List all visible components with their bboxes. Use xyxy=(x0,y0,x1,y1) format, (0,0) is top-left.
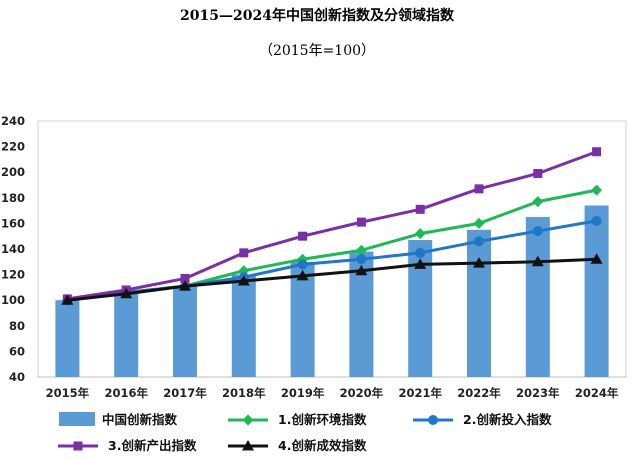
series-line xyxy=(67,257,597,302)
legend-item: 1.创新环境指数 xyxy=(228,412,367,427)
x-tick-label: 2020年 xyxy=(340,386,384,400)
data-point xyxy=(531,255,544,267)
data-point xyxy=(120,287,133,299)
legend-item: 3.创新产出指数 xyxy=(58,438,197,453)
line-series-group xyxy=(62,147,602,304)
data-point xyxy=(415,204,425,214)
y-tick-label: 220 xyxy=(1,140,25,154)
data-point xyxy=(473,257,485,268)
y-tick-label: 200 xyxy=(1,165,25,179)
y-tick-label: 80 xyxy=(9,319,25,333)
data-point xyxy=(590,253,603,264)
data-point xyxy=(180,273,190,283)
data-point xyxy=(179,280,191,291)
legend-item: 2.创新投入指数 xyxy=(413,412,552,427)
bar xyxy=(55,300,80,377)
data-point xyxy=(532,196,544,208)
line-series-group xyxy=(61,253,603,305)
bar xyxy=(467,229,491,377)
data-point xyxy=(296,269,309,281)
x-tick-label: 2023年 xyxy=(516,386,560,400)
legend-item: 中国创新指数 xyxy=(59,412,178,427)
bar xyxy=(290,261,315,377)
legend-swatch xyxy=(59,412,95,426)
y-tick-label: 240 xyxy=(1,114,25,128)
data-point xyxy=(298,231,308,241)
y-axis: 40 60 80 100 120 140 160 180 200 220 240 xyxy=(1,114,25,384)
data-point xyxy=(591,215,602,226)
line-series xyxy=(61,147,603,306)
x-tick-label: 2022年 xyxy=(457,386,501,400)
y-tick-label: 60 xyxy=(9,344,25,358)
x-tick-label: 2015年 xyxy=(46,386,90,400)
legend-label: 中国创新指数 xyxy=(102,412,178,427)
y-tick-label: 100 xyxy=(1,293,25,307)
legend-label: 4.创新成效指数 xyxy=(278,438,367,453)
legend-item: 4.创新成效指数 xyxy=(228,438,367,453)
bar xyxy=(173,286,197,377)
series-line xyxy=(67,219,597,302)
x-axis: 2015年 2016年 2017年 2018年 2019年 2020年 2021年 2022年… xyxy=(46,386,619,400)
data-point xyxy=(237,275,250,286)
x-tick-label: 2019年 xyxy=(281,386,325,400)
legend-marker xyxy=(242,414,254,426)
legend-label: 2.创新投入指数 xyxy=(463,412,552,427)
bar xyxy=(525,217,550,377)
data-point xyxy=(415,247,426,258)
chart-title: 2015—2024年中国创新指数及分领域指数 xyxy=(180,7,455,24)
legend: 中国创新指数 1.创新环境指数 2.创新投入指数 3.创新产出指数 4.创新成效指数 xyxy=(58,412,552,453)
data-point xyxy=(414,228,426,240)
legend-marker xyxy=(242,440,254,451)
x-tick-label: 2016年 xyxy=(104,386,148,400)
data-point xyxy=(61,294,74,305)
bar xyxy=(584,205,609,377)
data-point xyxy=(474,184,484,194)
chart-subtitle: （2015年=100） xyxy=(259,43,375,59)
data-point xyxy=(356,254,367,265)
data-point xyxy=(414,258,427,269)
y-tick-label: 40 xyxy=(9,370,25,384)
legend-marker xyxy=(428,415,438,425)
data-point xyxy=(473,217,485,229)
data-point xyxy=(355,244,367,256)
y-tick-label: 160 xyxy=(1,216,25,230)
bar xyxy=(231,274,256,377)
y-tick-label: 140 xyxy=(1,242,25,256)
x-tick-label: 2017年 xyxy=(163,386,207,400)
x-tick-label: 2021年 xyxy=(398,386,442,400)
legend-label: 3.创新产出指数 xyxy=(108,438,197,453)
x-tick-label: 2024年 xyxy=(575,386,619,400)
series-line xyxy=(67,150,598,301)
legend-label: 1.创新环境指数 xyxy=(278,412,367,427)
bar xyxy=(114,293,139,377)
data-point xyxy=(239,248,249,258)
data-point xyxy=(356,217,366,227)
x-tick-label: 2018年 xyxy=(222,386,266,400)
data-point xyxy=(297,259,308,270)
data-point xyxy=(591,184,603,196)
data-point xyxy=(532,226,543,237)
data-point xyxy=(592,147,602,157)
data-point xyxy=(533,168,543,178)
data-point xyxy=(474,236,484,247)
y-tick-label: 120 xyxy=(1,268,25,282)
series-line xyxy=(67,188,597,302)
data-point xyxy=(355,264,368,276)
legend-marker xyxy=(73,441,83,451)
y-tick-label: 180 xyxy=(1,191,25,205)
